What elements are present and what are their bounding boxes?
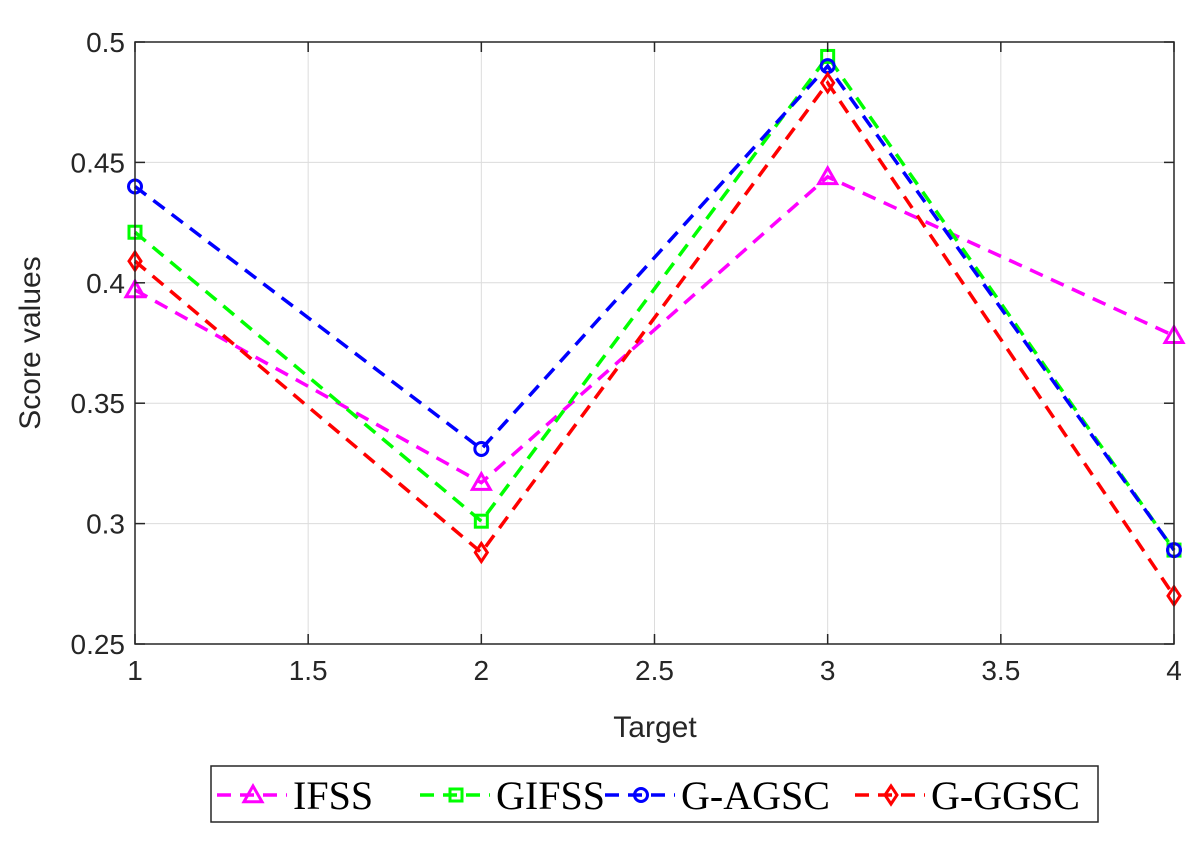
x-tick-label: 2 bbox=[474, 655, 490, 686]
y-tick-label: 0.3 bbox=[86, 509, 125, 540]
legend-label-g-agsc: G-AGSC bbox=[681, 773, 830, 818]
x-tick-label: 4 bbox=[1166, 655, 1182, 686]
y-tick-label: 0.4 bbox=[86, 268, 125, 299]
legend-label-gifss: GIFSS bbox=[496, 773, 605, 818]
x-axis-title: Target bbox=[613, 711, 697, 744]
series-line-gifss bbox=[133, 53, 1176, 552]
x-tick-label: 3.5 bbox=[981, 655, 1020, 686]
y-axis-title: Score values bbox=[14, 256, 47, 429]
x-tick-label: 1.5 bbox=[289, 655, 328, 686]
legend-label-g-ggsc: G-GGSC bbox=[931, 773, 1080, 818]
legend-marker-gifss bbox=[448, 787, 464, 803]
data-point-gifss bbox=[473, 513, 489, 529]
series-line-g-ggsc bbox=[133, 79, 1176, 597]
data-point-g-agsc bbox=[473, 440, 490, 457]
legend-item-g-agsc: G-AGSC bbox=[605, 773, 830, 818]
legend-marker-ifss bbox=[241, 782, 265, 804]
x-tick-label: 2.5 bbox=[635, 655, 674, 686]
y-tick-label: 0.5 bbox=[86, 27, 125, 58]
series-line-g-agsc bbox=[133, 63, 1176, 552]
legend-label-ifss: IFSS bbox=[293, 773, 373, 818]
data-point-ifss bbox=[816, 164, 840, 186]
legend-marker-g-agsc bbox=[633, 787, 649, 803]
ticks: 1 1.5 2 2.5 3 3.5 4 0.25 0.3 0.35 0.4 0.45 0.5 bbox=[71, 27, 1182, 686]
legend-item-g-ggsc: G-GGSC bbox=[855, 773, 1080, 818]
y-tick-label: 0.45 bbox=[71, 147, 126, 178]
x-tick-label: 3 bbox=[820, 655, 836, 686]
grid bbox=[134, 41, 1175, 645]
legend-item-ifss: IFSS bbox=[217, 773, 373, 818]
data-point-g-ggsc bbox=[473, 540, 490, 565]
legend-item-gifss: GIFSS bbox=[420, 773, 605, 818]
y-tick-label: 0.25 bbox=[71, 629, 126, 660]
series-ifss bbox=[123, 164, 1186, 491]
x-tick-label: 1 bbox=[127, 655, 143, 686]
legend-marker-g-ggsc bbox=[883, 783, 899, 807]
data-point-ifss bbox=[469, 470, 493, 491]
series-line-ifss bbox=[134, 174, 1175, 485]
data-point-g-ggsc bbox=[819, 71, 836, 95]
legend: IFSS GIFSS G-AGSC G-GGSC bbox=[210, 765, 1099, 823]
y-tick-label: 0.35 bbox=[71, 388, 126, 419]
